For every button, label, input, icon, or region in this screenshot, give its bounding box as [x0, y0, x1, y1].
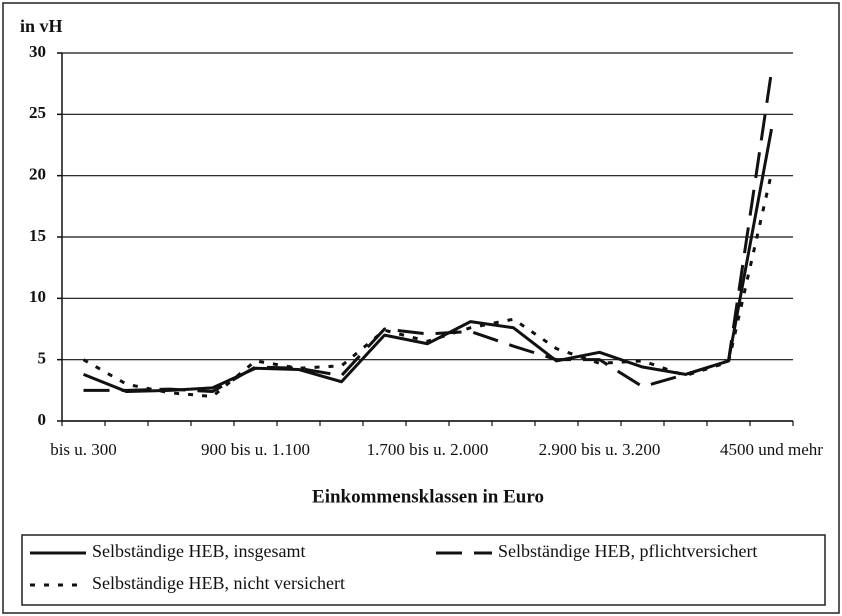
legend-box: [21, 534, 826, 606]
y-tick-label: 10: [29, 287, 46, 306]
y-axis-title: in vH: [20, 16, 63, 36]
series-line: [82, 128, 773, 394]
y-tick-label: 20: [29, 165, 46, 184]
y-tick-label: 25: [29, 103, 46, 122]
x-tick-label: 900 bis u. 1.100: [201, 440, 310, 459]
legend-label: Selbständige HEB, nicht versichert: [92, 573, 345, 593]
y-tick-label: 15: [29, 226, 46, 245]
x-tick-label: 4500 und mehr: [720, 440, 823, 459]
y-tick-label: 30: [29, 42, 46, 61]
x-axis-title: Einkommensklassen in Euro: [312, 486, 544, 507]
series-line: [83, 71, 773, 394]
series-line: [82, 172, 773, 398]
legend-label: Selbständige HEB, pflichtversichert: [498, 541, 757, 561]
y-tick-label: 5: [38, 349, 47, 368]
x-tick-label: bis u. 300: [50, 440, 117, 459]
x-tick-label: 1.700 bis u. 2.000: [367, 440, 489, 459]
y-tick-label: 0: [38, 410, 47, 429]
x-tick-label: 2.900 bis u. 3.200: [539, 440, 661, 459]
legend-label: Selbständige HEB, insgesamt: [92, 541, 305, 561]
